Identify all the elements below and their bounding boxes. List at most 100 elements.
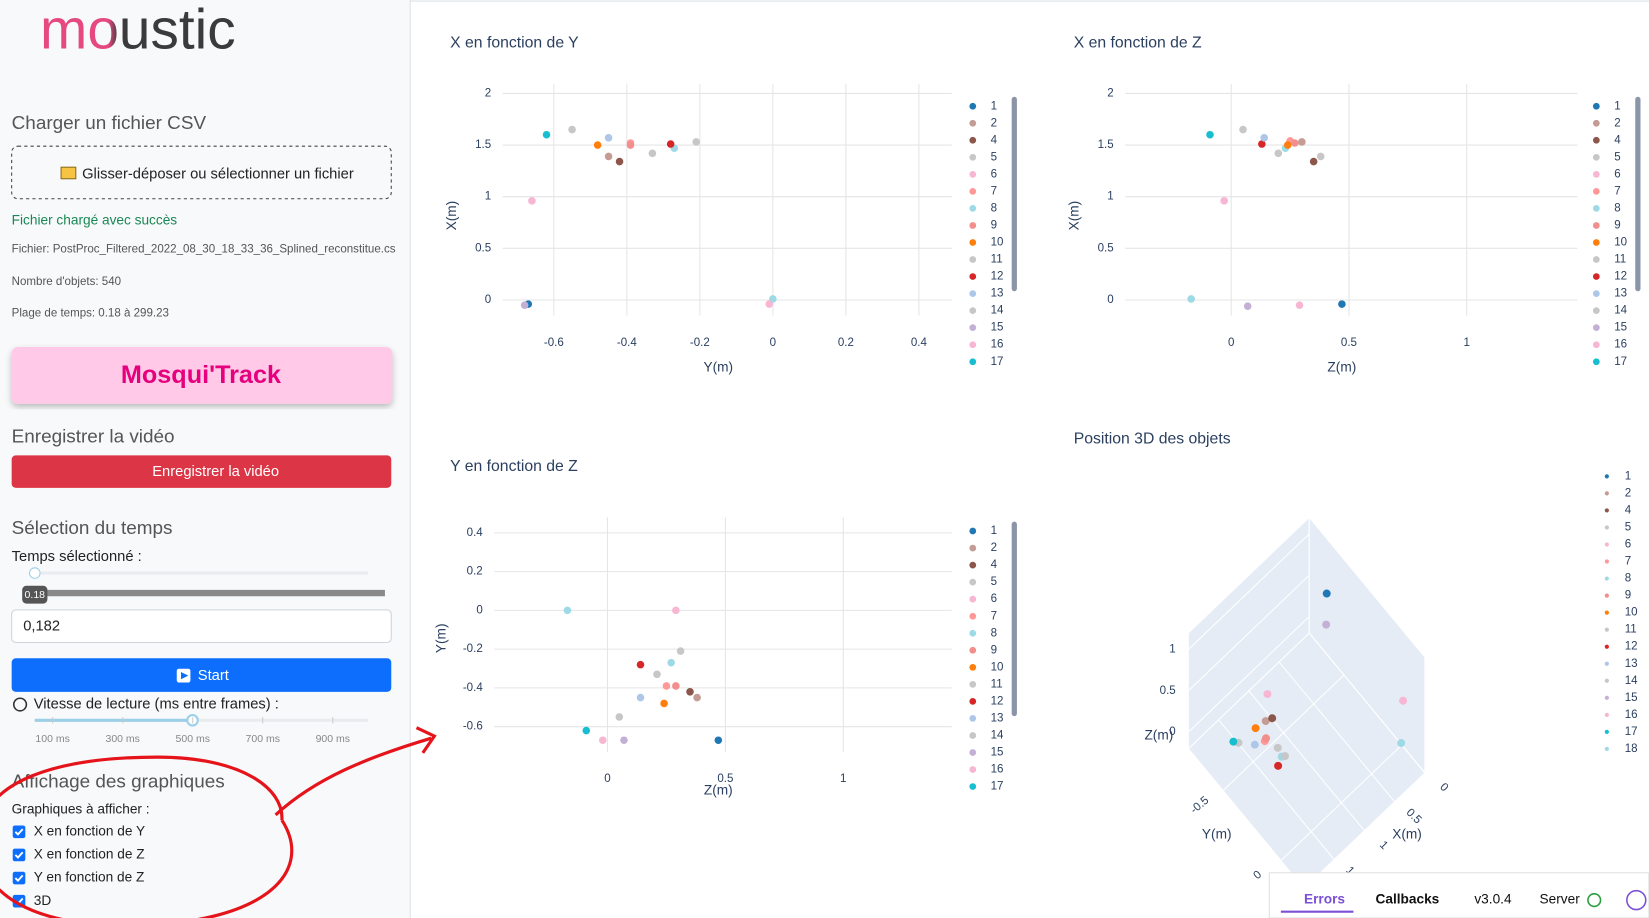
legend-marker — [1592, 239, 1600, 246]
checkbox[interactable] — [12, 848, 26, 862]
legend-label[interactable]: 11 — [1625, 624, 1637, 636]
legend-label[interactable]: 18 — [1625, 743, 1638, 755]
legend-label[interactable]: 8 — [991, 202, 997, 214]
legend-label[interactable]: 1 — [991, 100, 997, 112]
legend-label[interactable]: 13 — [991, 288, 1004, 300]
legend-label[interactable]: 11 — [991, 254, 1003, 266]
legend-label[interactable]: 5 — [1625, 522, 1631, 534]
legend-label[interactable]: 11 — [991, 678, 1003, 690]
legend-label[interactable]: 2 — [991, 117, 997, 129]
checkbox-label[interactable]: X en fonction de Y — [34, 823, 145, 838]
errors-tab[interactable]: Errors — [1304, 892, 1345, 907]
checkbox-label[interactable]: X en fonction de Z — [34, 847, 145, 862]
legend-label[interactable]: 4 — [991, 134, 998, 146]
legend-label[interactable]: 10 — [1614, 237, 1627, 249]
legend-label[interactable]: 1 — [1625, 470, 1631, 482]
legend-label[interactable]: 14 — [1625, 675, 1638, 687]
legend-label[interactable]: 17 — [1625, 726, 1638, 738]
legend-label[interactable]: 2 — [1625, 487, 1631, 499]
legend-label[interactable]: 13 — [1614, 288, 1627, 300]
legend-label[interactable]: 6 — [1625, 539, 1631, 551]
legend-label[interactable]: 7 — [991, 610, 997, 622]
legend-label[interactable]: 5 — [991, 576, 997, 588]
callbacks-tab[interactable]: Callbacks — [1376, 892, 1440, 907]
legend-label[interactable]: 14 — [991, 729, 1004, 741]
legend-label[interactable]: 15 — [991, 747, 1004, 759]
legend-label[interactable]: 4 — [1614, 134, 1621, 146]
legend-label[interactable]: 10 — [991, 237, 1004, 249]
checkbox-label[interactable]: 3D — [34, 893, 52, 908]
legend-marker — [1604, 610, 1609, 615]
checkbox[interactable] — [12, 825, 26, 839]
dropzone-text[interactable]: Glisser-déposer ou sélectionner un fichi… — [82, 166, 354, 182]
point — [1338, 300, 1346, 308]
point — [1309, 157, 1318, 166]
legend-label[interactable]: 15 — [1625, 692, 1638, 704]
legend-label[interactable]: 16 — [1625, 709, 1638, 721]
start-label[interactable]: Start — [198, 668, 229, 684]
legend-label[interactable]: 14 — [1614, 305, 1627, 317]
legend-label[interactable]: 9 — [1625, 590, 1631, 602]
legend-label[interactable]: 4 — [1625, 504, 1632, 516]
legend-label[interactable]: 17 — [991, 781, 1004, 793]
legend-label[interactable]: 12 — [1625, 641, 1638, 653]
legend-label[interactable]: 2 — [1614, 117, 1620, 129]
legend-label[interactable]: 10 — [1625, 607, 1638, 619]
legend-label[interactable]: 8 — [1625, 573, 1631, 585]
x-tick-label: -0.4 — [617, 337, 637, 349]
legend-label[interactable]: 8 — [1614, 202, 1620, 214]
legend-label[interactable]: 12 — [1614, 271, 1627, 283]
legend-label[interactable]: 14 — [991, 305, 1004, 317]
legend-label[interactable]: 1 — [1614, 100, 1620, 112]
server-status: Server — [1540, 892, 1581, 907]
legend-label[interactable]: 5 — [1614, 151, 1620, 163]
legend-label[interactable]: 4 — [991, 559, 998, 571]
legend-scrollbar[interactable] — [1635, 96, 1641, 292]
point — [1261, 734, 1270, 743]
legend-label[interactable]: 16 — [1614, 339, 1627, 351]
video-button[interactable] — [11, 455, 392, 488]
expand-button[interactable] — [1626, 889, 1647, 911]
legend-label[interactable]: 13 — [1625, 658, 1638, 670]
legend-label[interactable]: 6 — [991, 168, 997, 180]
legend-label[interactable]: 8 — [991, 627, 997, 639]
time-handle[interactable] — [29, 567, 41, 579]
legend-label[interactable]: 2 — [991, 542, 997, 554]
legend-label[interactable]: 17 — [991, 356, 1004, 368]
legend-label[interactable]: 16 — [991, 339, 1004, 351]
legend-scrollbar[interactable] — [1011, 96, 1017, 292]
legend-label[interactable]: 7 — [1614, 185, 1620, 197]
legend-label[interactable]: 10 — [991, 661, 1004, 673]
legend-label[interactable]: 6 — [991, 593, 997, 605]
legend-scrollbar[interactable] — [1011, 521, 1017, 717]
point — [1281, 752, 1289, 761]
legend-label[interactable]: 9 — [1614, 219, 1620, 231]
legend-marker — [969, 205, 977, 212]
speed-marks: 100 ms 300 ms 500 ms 700 ms 900 ms — [35, 717, 350, 745]
legend-label[interactable]: 11 — [1614, 254, 1626, 266]
checkbox[interactable] — [12, 871, 26, 885]
legend-marker — [1592, 136, 1600, 144]
legend-label[interactable]: 16 — [991, 764, 1004, 776]
point — [598, 736, 607, 745]
time-input[interactable] — [11, 609, 392, 644]
legend-label[interactable]: 9 — [991, 644, 997, 656]
legend-label[interactable]: 15 — [991, 322, 1004, 334]
legend-label[interactable]: 12 — [991, 271, 1004, 283]
legend-label[interactable]: 7 — [1625, 556, 1631, 568]
dropzone[interactable] — [11, 145, 392, 200]
start-button[interactable] — [11, 658, 392, 692]
x-tick-label: 0 — [770, 337, 776, 349]
legend-label[interactable]: 13 — [991, 712, 1004, 724]
legend-label[interactable]: 5 — [991, 151, 997, 163]
legend-label[interactable]: 7 — [991, 185, 997, 197]
legend-label[interactable]: 9 — [991, 219, 997, 231]
legend-label[interactable]: 12 — [991, 695, 1004, 707]
legend-label[interactable]: 6 — [1614, 168, 1620, 180]
legend-label[interactable]: 15 — [1614, 322, 1627, 334]
legend-label[interactable]: 17 — [1614, 356, 1627, 368]
time-input-value[interactable]: 0,182 — [23, 619, 60, 635]
legend-label[interactable]: 1 — [991, 525, 997, 537]
checkbox-label[interactable]: Y en fonction de Z — [34, 870, 145, 885]
video-button-label[interactable]: Enregistrer la vidéo — [152, 464, 279, 480]
